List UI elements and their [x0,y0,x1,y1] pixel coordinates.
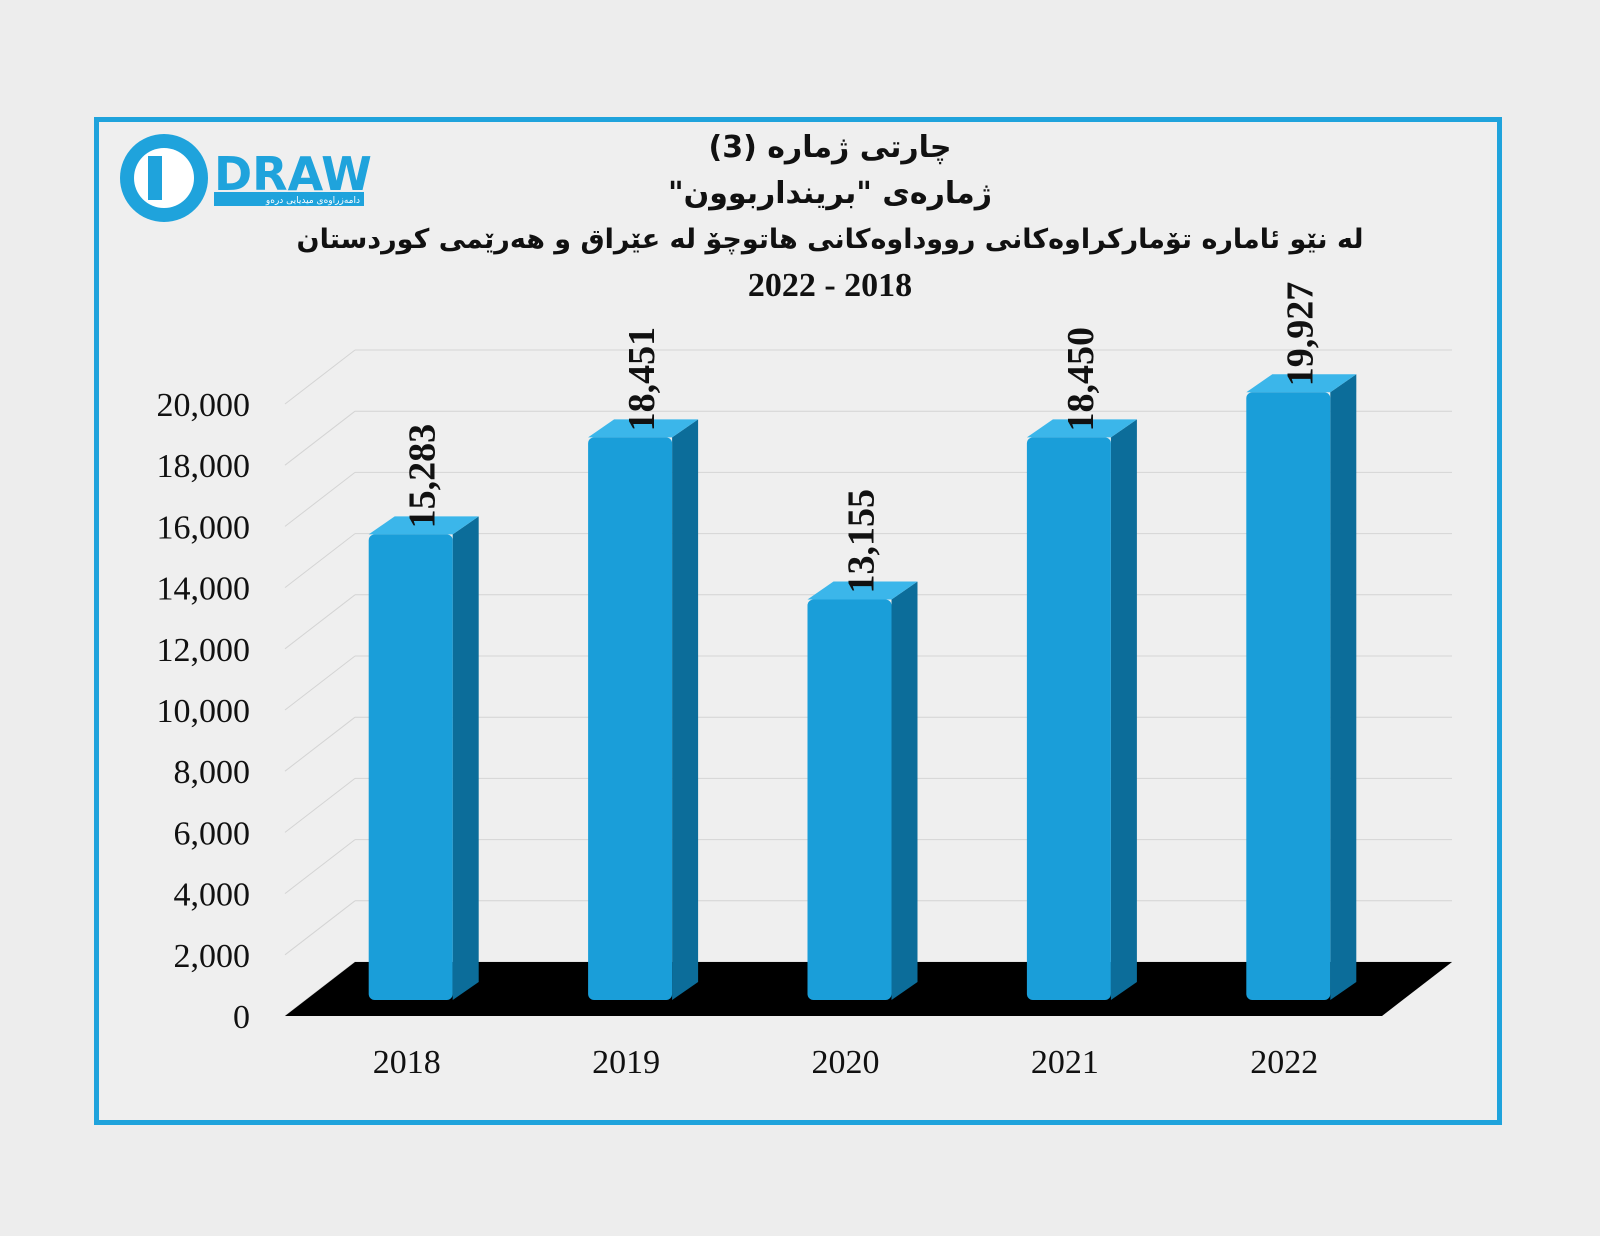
gridline-depth [284,349,356,405]
bar-top [1026,419,1137,438]
bar-top [368,516,479,535]
gridline-depth [284,716,356,772]
x-tick-label: 2018 [373,1044,441,1081]
bar [588,437,673,1000]
draw-logo: DRAW دامەزراوەی میدیایی درەو [120,134,372,222]
x-tick-label: 2021 [1031,1044,1099,1081]
gridline-depth [284,472,356,527]
chart-title-block: چارتی ژمارە (3) ژمارەی "بریندار‌بوون" لە… [280,125,1380,309]
x-tick-label: 2019 [592,1044,660,1081]
data-label: 19,927 [1279,282,1321,387]
bar-side [672,419,699,1000]
data-label: 15,283 [402,424,444,529]
gridline-depth [284,594,356,650]
data-label: 18,450 [1060,327,1102,432]
y-tick-label: 10,000 [157,693,251,730]
data-label: 13,155 [841,489,883,594]
bar-side [1110,419,1137,1000]
y-tick-label: 4,000 [174,877,251,914]
y-tick-label: 2,000 [174,938,251,975]
y-tick-label: 16,000 [157,509,251,546]
y-tick-label: 12,000 [157,632,251,669]
y-tick-label: 18,000 [157,448,251,485]
bar-side [891,581,918,1000]
bar-top [588,419,699,438]
x-tick-label: 2020 [812,1044,880,1081]
bar-top [1246,374,1357,393]
chart-title: چارتی ژمارە (3) [708,130,952,165]
chart-description: لە نێو ئامارە تۆمارکراوەکانی رووداوەکانی… [296,224,1364,255]
data-label: 18,451 [621,327,663,432]
y-tick-label: 20,000 [157,387,251,424]
gridline-depth [284,778,356,833]
y-tick-label: 8,000 [174,754,251,791]
gridline-depth [284,839,356,894]
bar [1026,437,1111,1000]
chart-subtitle: ژمارەی "بریندار‌بوون" [668,176,992,211]
y-tick-label: 6,000 [174,815,251,852]
gridline-depth [284,655,356,711]
bar-side [452,516,479,1000]
y-tick-label: 14,000 [157,571,251,608]
logo-tagline-bar [214,192,364,206]
bar [1246,392,1331,1001]
chart-year-range: 2022 - 2018 [747,267,913,304]
logo-wordmark: DRAW [214,147,372,201]
gridline-depth [284,533,356,588]
bar [368,534,453,1000]
y-tick-label: 0 [233,999,250,1036]
bar-top [807,581,918,600]
x-tick-label: 2022 [1250,1044,1318,1081]
gridline-depth [284,410,356,466]
gridline-depth [284,900,356,956]
bar [807,599,892,1000]
logo-tagline: دامەزراوەی میدیایی درەو [265,196,360,206]
bar-side [1330,374,1357,1001]
